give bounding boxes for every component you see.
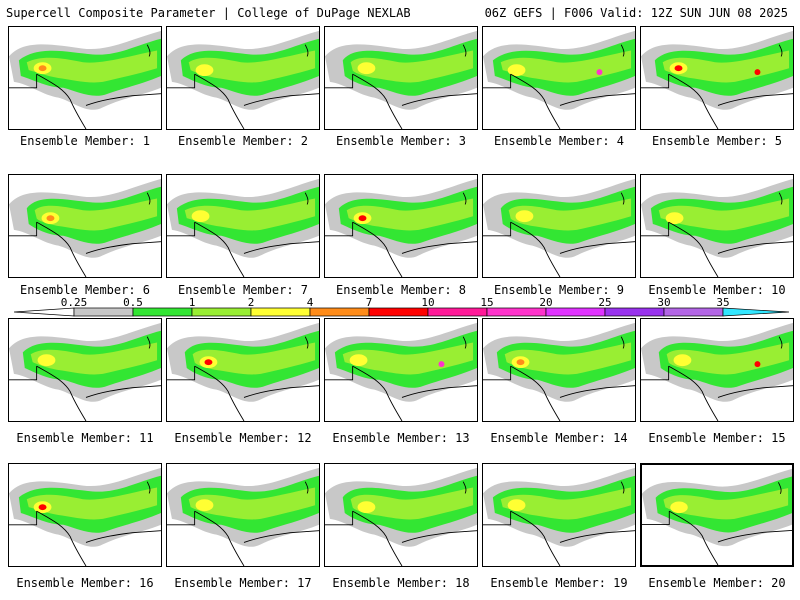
colorbar-segment: [250, 307, 311, 317]
colorbar-tick-label: 7: [366, 296, 373, 309]
ensemble-member-label: Ensemble Member: 14: [490, 431, 628, 445]
ensemble-member-7-map[interactable]: [166, 174, 320, 278]
colorbar-segment: [545, 307, 606, 317]
ensemble-member-2-map[interactable]: [166, 26, 320, 130]
ensemble-member-10-map[interactable]: [640, 174, 794, 278]
ensemble-member-18-map[interactable]: [324, 463, 478, 567]
colorbar-tick-label: 1: [189, 296, 196, 309]
ensemble-member-20-map[interactable]: [640, 463, 794, 567]
ensemble-member-4-map[interactable]: [482, 26, 636, 130]
ensemble-member-15-map[interactable]: [640, 318, 794, 422]
ensemble-member-11-map[interactable]: [8, 318, 162, 422]
colorbar-tick-label: 25: [598, 296, 611, 309]
colorbar-tick-label: 10: [421, 296, 434, 309]
ensemble-member-label: Ensemble Member: 8: [335, 283, 467, 297]
ensemble-member-label: Ensemble Member: 2: [177, 134, 309, 148]
ensemble-member-label: Ensemble Member: 18: [332, 576, 470, 590]
valid-time: 06Z GEFS | F006 Valid: 12Z SUN JUN 08 20…: [484, 6, 788, 20]
ensemble-member-9-map[interactable]: [482, 174, 636, 278]
ensemble-member-label: Ensemble Member: 9: [493, 283, 625, 297]
colorbar-segment: [132, 307, 193, 317]
ensemble-member-1-map[interactable]: [8, 26, 162, 130]
ensemble-member-19-map[interactable]: [482, 463, 636, 567]
ensemble-member-17-map[interactable]: [166, 463, 320, 567]
ensemble-member-label: Ensemble Member: 11: [16, 431, 154, 445]
ensemble-member-5-map[interactable]: [640, 26, 794, 130]
colorbar-segment: [427, 307, 488, 317]
ensemble-member-12-map[interactable]: [166, 318, 320, 422]
colorbar-tick-label: 35: [716, 296, 729, 309]
ensemble-member-label: Ensemble Member: 10: [648, 283, 786, 297]
colorbar-segment: [663, 307, 724, 317]
ensemble-member-label: Ensemble Member: 3: [335, 134, 467, 148]
ensemble-member-13-map[interactable]: [324, 318, 478, 422]
ensemble-member-14-map[interactable]: [482, 318, 636, 422]
ensemble-member-label: Ensemble Member: 19: [490, 576, 628, 590]
ensemble-member-label: Ensemble Member: 15: [648, 431, 786, 445]
colorbar-segment: [309, 307, 370, 317]
ensemble-member-label: Ensemble Member: 6: [19, 283, 151, 297]
ensemble-member-3-map[interactable]: [324, 26, 478, 130]
ensemble-member-label: Ensemble Member: 5: [651, 134, 783, 148]
colorbar: 0.25 0.5 1 2 4 7 10 15 20 25 30 35: [14, 296, 789, 317]
ensemble-member-label: Ensemble Member: 4: [493, 134, 625, 148]
colorbar-tick-label: 0.5: [123, 296, 143, 309]
ensemble-member-16-map[interactable]: [8, 463, 162, 567]
ensemble-member-label: Ensemble Member: 7: [177, 283, 309, 297]
ensemble-member-label: Ensemble Member: 20: [648, 576, 786, 590]
colorbar-tick-label: 0.25: [61, 296, 88, 309]
colorbar-segment: [604, 307, 665, 317]
colorbar-segment: [486, 307, 547, 317]
colorbar-tick-label: 2: [248, 296, 255, 309]
ensemble-member-label: Ensemble Member: 17: [174, 576, 312, 590]
colorbar-tick-label: 20: [539, 296, 552, 309]
colorbar-segment: [14, 307, 75, 317]
colorbar-segment: [191, 307, 252, 317]
ensemble-member-label: Ensemble Member: 1: [19, 134, 151, 148]
colorbar-tick-label: 30: [657, 296, 670, 309]
colorbar-segment: [368, 307, 429, 317]
ensemble-member-label: Ensemble Member: 16: [16, 576, 154, 590]
colorbar-tick-label: 4: [307, 296, 314, 309]
colorbar-segment: [722, 307, 789, 317]
ensemble-member-label: Ensemble Member: 13: [332, 431, 470, 445]
ensemble-member-6-map[interactable]: [8, 174, 162, 278]
colorbar-tick-label: 15: [480, 296, 493, 309]
page-title: Supercell Composite Parameter | College …: [6, 6, 411, 20]
colorbar-segment: [73, 307, 134, 317]
ensemble-member-8-map[interactable]: [324, 174, 478, 278]
ensemble-member-label: Ensemble Member: 12: [174, 431, 312, 445]
